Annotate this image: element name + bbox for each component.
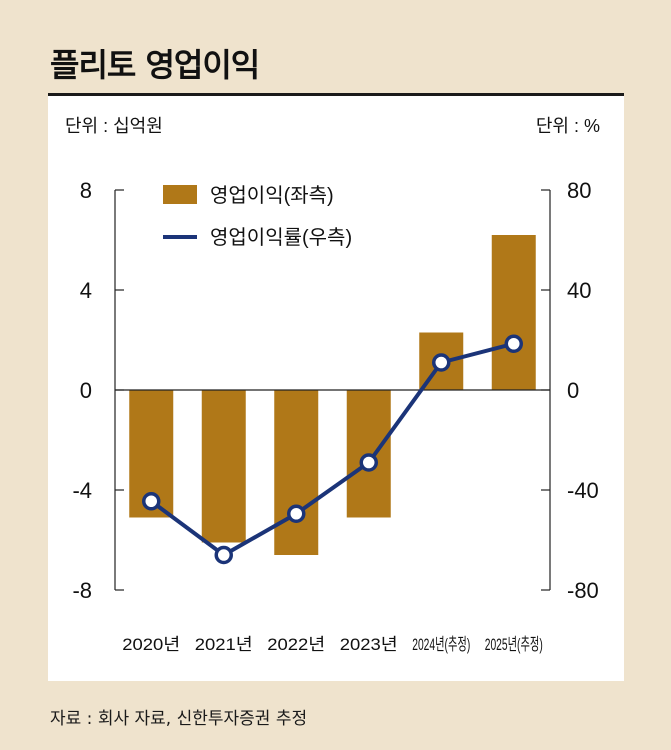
left-tick-label: -8: [72, 578, 92, 603]
category-label: 2020년: [122, 635, 180, 654]
category-label: 2024년(추정): [412, 635, 470, 654]
line-point: [142, 492, 161, 511]
line-point: [432, 353, 451, 372]
category-label: 2023년: [340, 635, 398, 654]
right-tick-label: 40: [567, 278, 591, 303]
page-title: 플리토 영업이익: [50, 46, 260, 84]
category-label: 2021년: [195, 635, 253, 654]
category-label: 2022년: [267, 635, 325, 654]
right-unit-label: 단위 : %: [536, 116, 600, 136]
line-point: [287, 504, 306, 523]
left-unit-label: 단위 : 십억원: [65, 116, 163, 136]
bar: [274, 390, 319, 555]
right-tick-label: -80: [567, 578, 599, 603]
left-tick-label: -4: [72, 478, 92, 503]
left-tick-label: 0: [80, 378, 92, 403]
source-note: 자료 : 회사 자료, 신한투자증권 추정: [50, 709, 308, 729]
left-tick-label: 4: [80, 278, 92, 303]
left-tick-label: 8: [80, 178, 92, 203]
category-label: 2025년(추정): [485, 635, 543, 654]
right-tick-label: -40: [567, 478, 599, 503]
bar: [491, 235, 536, 390]
bar: [201, 390, 246, 543]
right-tick-label: 0: [567, 378, 579, 403]
legend-bar-label: 영업이익(좌측): [210, 184, 334, 207]
legend: 영업이익(좌측) 영업이익률(우측): [163, 184, 352, 249]
right-tick-label: 80: [567, 178, 591, 203]
line-point: [214, 545, 233, 565]
line-point: [504, 334, 523, 353]
legend-line-label: 영업이익률(우측): [210, 226, 352, 249]
legend-bar-swatch: [163, 185, 197, 204]
margin-line: [150, 341, 515, 557]
line-point: [359, 453, 378, 472]
title-divider: [48, 93, 624, 96]
